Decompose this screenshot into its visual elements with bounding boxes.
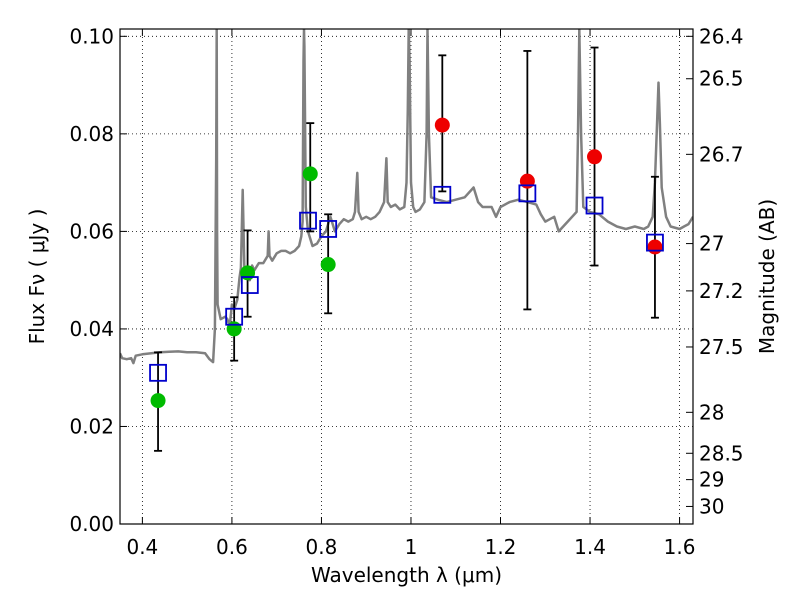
data-point [647, 239, 663, 255]
x-tick-label: 0.8 [306, 535, 338, 559]
data-point [320, 257, 336, 273]
model-point [240, 276, 259, 294]
x-tick-label: 1 [405, 535, 418, 559]
y-tick-label: 0.00 [69, 512, 114, 536]
plot-area [120, 29, 693, 452]
y2-tick-label: 26.4 [699, 24, 744, 48]
model-point [646, 233, 664, 252]
model-point [299, 211, 317, 230]
model-point [149, 363, 167, 382]
y-tick-label: 0.06 [69, 219, 114, 243]
x-tick-label: 0.4 [126, 535, 158, 559]
y2-tick-label: 27.5 [699, 335, 744, 359]
y2-tick-label: 28 [699, 400, 724, 424]
x-tick-label: 1.6 [664, 535, 696, 559]
y-tick-label: 0.04 [69, 317, 114, 341]
x-axis-title: Wavelength λ (μm) [311, 563, 502, 587]
x-tick-label: 1.4 [574, 535, 606, 559]
plot-content [120, 29, 693, 452]
model-point [319, 220, 338, 238]
data-point [434, 117, 450, 133]
y-tick-label: 0.08 [69, 122, 114, 146]
data-point [587, 149, 603, 165]
model-point [225, 307, 244, 326]
y2-tick-label: 29 [699, 468, 724, 492]
y-axis-title: Flux Fν ( μJy ) [25, 209, 49, 345]
y2-tick-label: 28.5 [699, 441, 744, 465]
plot-frame [119, 28, 694, 525]
spectrum-line [120, 29, 693, 365]
y2-tick-label: 27.2 [699, 279, 744, 303]
x-tick-label: 0.6 [216, 535, 248, 559]
y2-tick-label: 26.7 [699, 142, 744, 166]
model-point [585, 196, 604, 215]
y2-axis-title: Magnitude (AB) [755, 199, 779, 354]
model-point [433, 185, 452, 204]
grid-lines [120, 29, 693, 525]
y-tick-label: 0.10 [69, 24, 114, 48]
y-tick-label: 0.02 [69, 414, 114, 438]
model-point [518, 184, 537, 203]
y2-tick-label: 30 [699, 494, 724, 518]
axis-ticks: 0.4 0.6 0.8 1 1.2 1.4 1.6 0.00 0.02 0.04 0.06 0.08 0… [69, 24, 743, 559]
x-tick-label: 1.2 [485, 535, 517, 559]
data-point [519, 173, 535, 189]
data-point [226, 321, 242, 337]
y2-tick-label: 26.5 [699, 67, 744, 91]
y2-tick-label: 27 [699, 232, 724, 256]
data-point [302, 166, 318, 182]
data-point [150, 393, 166, 409]
